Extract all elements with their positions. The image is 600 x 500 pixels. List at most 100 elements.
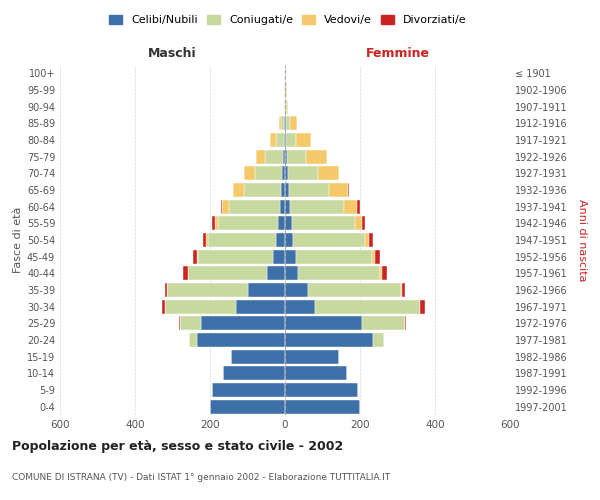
Bar: [248, 283, 285, 297]
Text: Maschi: Maschi: [148, 47, 197, 60]
Bar: [286, 100, 287, 114]
Bar: [286, 83, 287, 97]
Bar: [198, 250, 273, 264]
Bar: [197, 333, 285, 347]
Bar: [286, 133, 296, 147]
Bar: [287, 100, 289, 114]
Bar: [382, 266, 387, 280]
Bar: [230, 350, 285, 364]
Bar: [285, 383, 358, 397]
Bar: [215, 216, 218, 230]
Bar: [285, 216, 292, 230]
Bar: [188, 266, 267, 280]
Bar: [285, 283, 308, 297]
Bar: [223, 200, 229, 214]
Bar: [206, 233, 208, 247]
Bar: [362, 216, 365, 230]
Bar: [236, 300, 285, 314]
Bar: [403, 283, 406, 297]
Bar: [369, 233, 373, 247]
Text: COMUNE DI ISTRANA (TV) - Dati ISTAT 1° gennaio 2002 - Elaborazione TUTTITALIA.IT: COMUNE DI ISTRANA (TV) - Dati ISTAT 1° g…: [12, 473, 390, 482]
Bar: [315, 300, 420, 314]
Bar: [255, 166, 282, 180]
Bar: [286, 116, 290, 130]
Bar: [267, 266, 285, 280]
Bar: [244, 166, 255, 180]
Bar: [285, 150, 287, 164]
Bar: [285, 333, 373, 347]
Bar: [296, 250, 373, 264]
Bar: [221, 200, 223, 214]
Bar: [365, 233, 369, 247]
Legend: Celibi/Nubili, Coniugati/e, Vedovi/e, Divorziati/e: Celibi/Nubili, Coniugati/e, Vedovi/e, Di…: [105, 10, 471, 30]
Bar: [275, 133, 284, 147]
Bar: [329, 183, 348, 197]
Bar: [343, 200, 356, 214]
Bar: [281, 116, 284, 130]
Bar: [282, 166, 285, 180]
Bar: [285, 300, 315, 314]
Bar: [373, 250, 376, 264]
Bar: [244, 183, 281, 197]
Bar: [284, 133, 285, 147]
Bar: [355, 216, 362, 230]
Bar: [285, 200, 290, 214]
Bar: [281, 183, 285, 197]
Y-axis label: Fasce di età: Fasce di età: [13, 207, 23, 273]
Bar: [273, 250, 285, 264]
Bar: [290, 200, 343, 214]
Bar: [293, 233, 365, 247]
Bar: [208, 233, 275, 247]
Bar: [308, 283, 401, 297]
Bar: [285, 316, 362, 330]
Bar: [233, 183, 244, 197]
Bar: [380, 266, 382, 280]
Bar: [229, 200, 280, 214]
Bar: [373, 333, 385, 347]
Bar: [256, 150, 265, 164]
Bar: [165, 300, 236, 314]
Bar: [285, 400, 360, 414]
Bar: [183, 266, 187, 280]
Bar: [285, 266, 298, 280]
Bar: [190, 333, 197, 347]
Bar: [289, 183, 329, 197]
Bar: [298, 266, 380, 280]
Bar: [212, 383, 285, 397]
Bar: [167, 283, 248, 297]
Bar: [285, 183, 289, 197]
Text: Popolazione per età, sesso e stato civile - 2002: Popolazione per età, sesso e stato civil…: [12, 440, 343, 453]
Bar: [401, 283, 403, 297]
Bar: [193, 250, 197, 264]
Bar: [218, 216, 278, 230]
Bar: [376, 250, 380, 264]
Bar: [164, 283, 167, 297]
Bar: [285, 250, 296, 264]
Bar: [285, 116, 286, 130]
Bar: [287, 150, 307, 164]
Bar: [348, 183, 349, 197]
Bar: [200, 316, 285, 330]
Bar: [319, 166, 339, 180]
Bar: [180, 316, 200, 330]
Bar: [285, 133, 286, 147]
Bar: [210, 400, 285, 414]
Bar: [203, 233, 206, 247]
Bar: [284, 116, 285, 130]
Bar: [283, 150, 285, 164]
Bar: [292, 216, 355, 230]
Bar: [187, 266, 188, 280]
Bar: [223, 366, 285, 380]
Bar: [280, 116, 281, 130]
Bar: [212, 216, 215, 230]
Bar: [285, 350, 340, 364]
Bar: [356, 200, 359, 214]
Text: Femmine: Femmine: [365, 47, 430, 60]
Bar: [275, 233, 285, 247]
Y-axis label: Anni di nascita: Anni di nascita: [577, 198, 587, 281]
Bar: [162, 300, 165, 314]
Bar: [285, 166, 287, 180]
Bar: [296, 133, 311, 147]
Bar: [197, 250, 198, 264]
Bar: [285, 233, 293, 247]
